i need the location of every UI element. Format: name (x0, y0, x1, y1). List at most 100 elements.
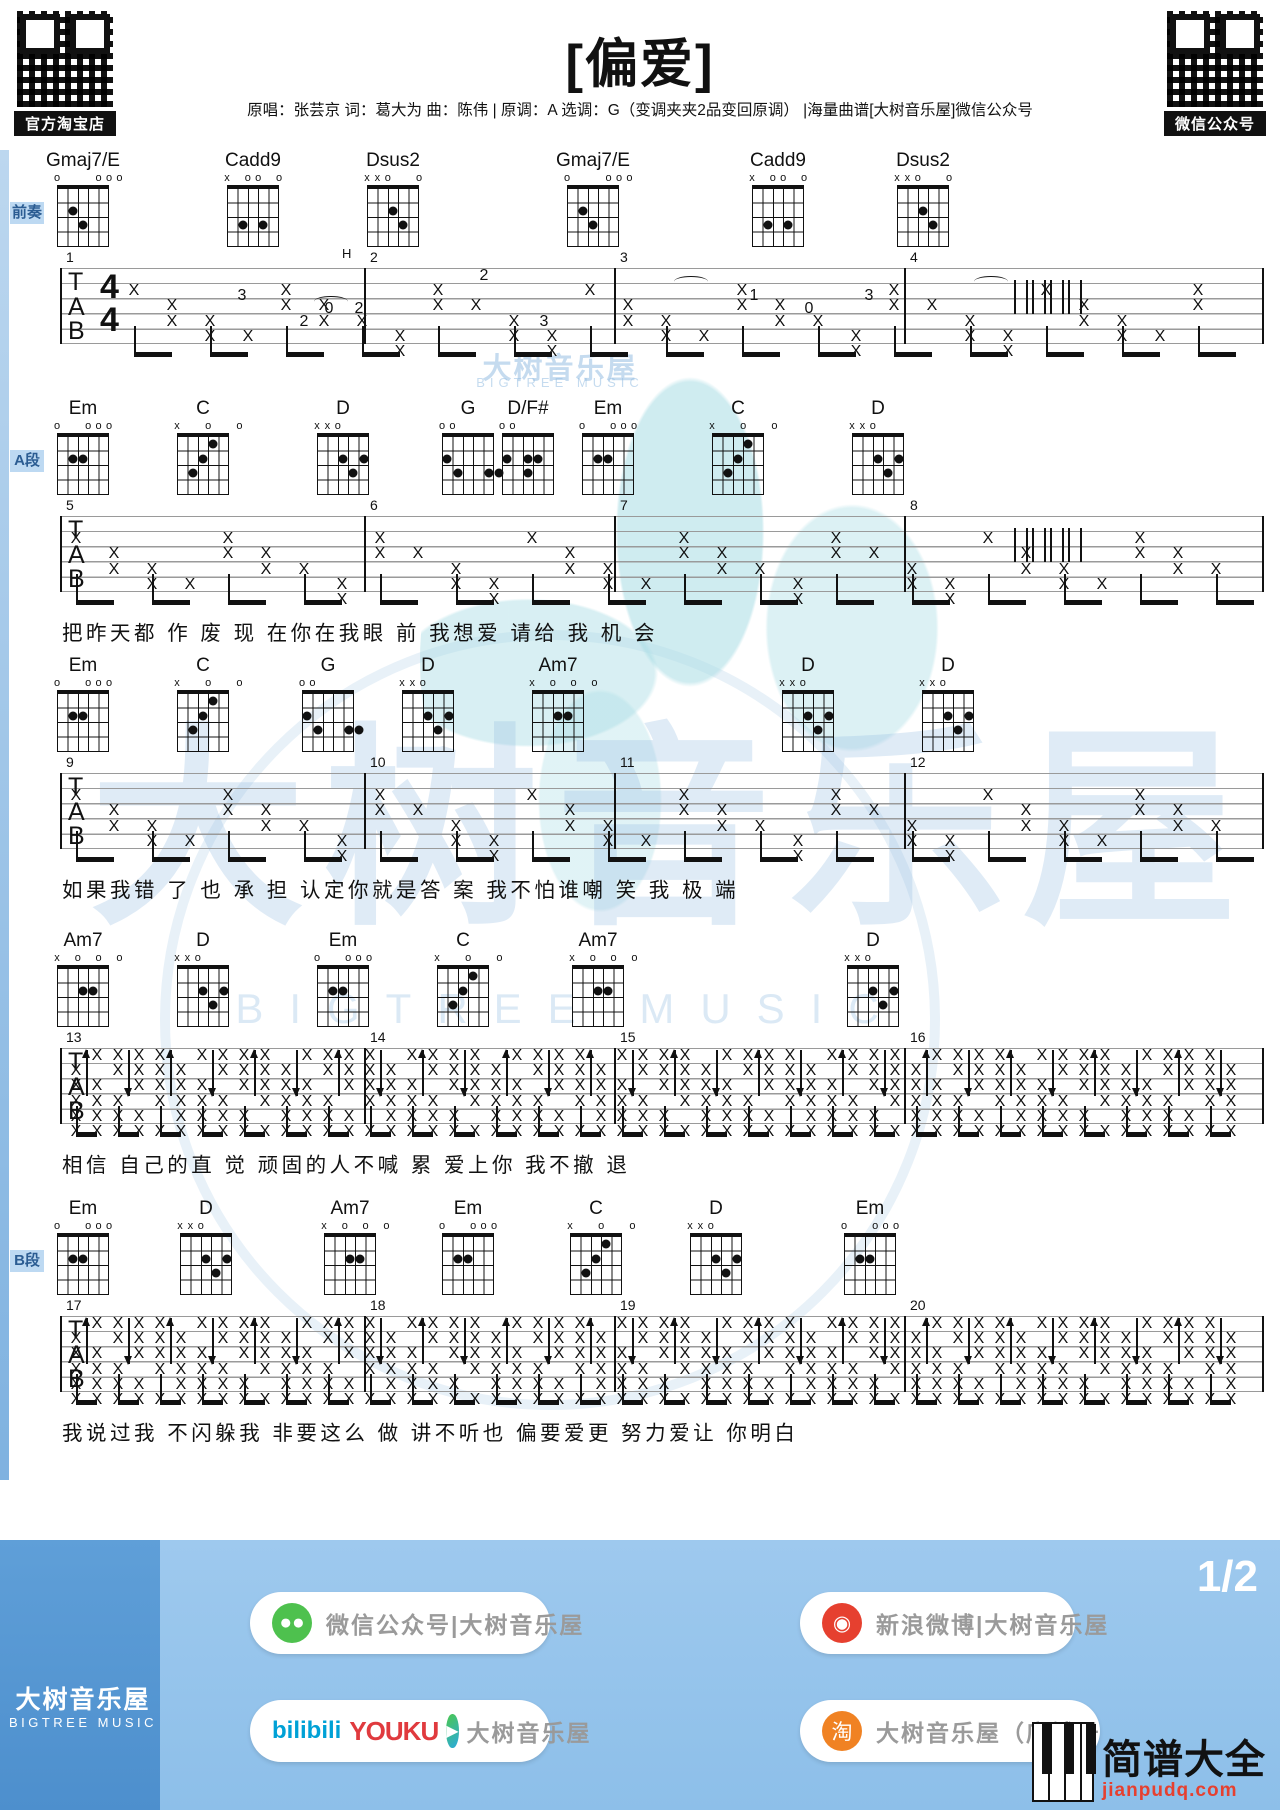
site-name-en: jianpudq.com (1102, 1780, 1238, 1801)
tab-mute-note: X (133, 1330, 145, 1348)
fretboard-grid (712, 433, 764, 495)
tab-mute-note: X (700, 1345, 712, 1363)
tab-mute-note: X (553, 1330, 565, 1348)
tab-mute-note: X (1162, 1330, 1174, 1348)
tab-mute-note: X (196, 1077, 208, 1095)
muted-string-icon: x (321, 1220, 327, 1232)
tab-mute-note: X (154, 1077, 166, 1095)
finger-dot (783, 220, 793, 230)
slur (674, 276, 708, 287)
badge-wechat[interactable]: ●● 微信公众号|大树音乐屋 (250, 1592, 582, 1654)
frets (847, 968, 899, 1027)
beam (832, 1132, 853, 1137)
tab-mute-note: X (784, 1360, 796, 1378)
tab-mute-note: X (973, 1345, 985, 1363)
tab-mute-note: X (784, 1047, 796, 1064)
tab-mute-note: X (298, 817, 310, 835)
tab-mute-note: X (175, 1107, 187, 1125)
note-stem (438, 326, 440, 356)
finger-dot (601, 1239, 611, 1249)
beam (496, 1400, 517, 1405)
tab-mute-note: X (910, 1092, 922, 1110)
note-stem (228, 574, 230, 604)
open-string-icon: o (465, 952, 472, 964)
badge-weibo[interactable]: ◉ 新浪微博|大树音乐屋 (800, 1592, 1107, 1654)
tab-mute-note: X (679, 1123, 691, 1140)
chord-name: Em (68, 398, 98, 419)
weibo-icon: ◉ (822, 1603, 862, 1643)
open-string-icon: o (864, 952, 871, 964)
slur (974, 276, 1008, 287)
finger-dot (453, 1254, 463, 1263)
chord-diagram: Dsus2 x x o o (355, 150, 431, 247)
finger-dot (953, 725, 963, 735)
tab-mute-note: X (260, 545, 272, 563)
tab-mute-note: X (973, 1315, 985, 1332)
chord-name: D (871, 398, 885, 419)
staff-end-barline (1261, 268, 1264, 344)
tab-mute-note: X (812, 312, 824, 330)
frets (582, 436, 634, 495)
beam (1000, 1400, 1021, 1405)
beam (286, 352, 324, 357)
tab-mute-note: X (260, 817, 272, 835)
note-stem (202, 1106, 204, 1136)
open-string-icon: o (53, 677, 61, 689)
tab-mute-note: X (553, 1047, 565, 1064)
finger-dot (198, 986, 208, 995)
tab-mute-note: X (108, 545, 120, 563)
tab-mute-note: X (511, 1123, 523, 1140)
nut (922, 690, 974, 694)
chord-name: Em (855, 1198, 885, 1219)
tab-mute-note: X (146, 560, 158, 578)
nut (57, 185, 109, 189)
tab-mute-note: X (584, 282, 596, 300)
hammer-on-marker: H (342, 246, 352, 261)
note-stem (1216, 574, 1218, 604)
open-string-icon: o (598, 1220, 605, 1232)
fretboard-grid (567, 185, 619, 247)
barline (364, 1048, 366, 1124)
note-stem (1064, 574, 1066, 604)
tab-mute-note: X (70, 1345, 82, 1363)
tab-mute-note: X (1134, 545, 1146, 563)
tab-mute-note: X (830, 545, 842, 563)
tab-mute-note: X (944, 575, 956, 593)
tab-mute-note: X (364, 1062, 376, 1080)
open-string-icon: o (95, 172, 102, 184)
measure-number: 16 (910, 1029, 926, 1045)
tab-mute-note: X (889, 1360, 901, 1378)
tab-mute-note: X (280, 1345, 292, 1363)
qr-code-wechat[interactable]: 微信公众号 (1164, 8, 1266, 136)
tab-mute-note: X (931, 1375, 943, 1393)
chord-diagram: Em o o o o (832, 1198, 908, 1295)
strum-down-icon (880, 1050, 888, 1097)
beam (1140, 600, 1178, 605)
tab-mute-note: X (1183, 1315, 1195, 1332)
tab-mute-note: X (1078, 312, 1090, 330)
strum-up-icon (1090, 1317, 1098, 1364)
tab-mute-note: X (133, 1123, 145, 1140)
chord-name: G (460, 398, 476, 419)
tab-mute-note: X (1192, 297, 1204, 315)
tab-mute-note: X (1204, 1092, 1216, 1110)
note-stem (1140, 831, 1142, 861)
tab-mute-note: X (1141, 1123, 1153, 1140)
finger-dot (721, 1268, 731, 1278)
tab-mute-note: X (1183, 1375, 1195, 1393)
beam (818, 352, 856, 357)
tab-mute-note: X (595, 1360, 607, 1378)
badge-video[interactable]: bilibili YOUKU ▶ 大树音乐屋 (250, 1700, 590, 1762)
section-badge: A段 (10, 450, 44, 472)
qr-code-taobao[interactable]: 官方淘宝店 (14, 8, 116, 136)
tab-mute-note: X (763, 1391, 775, 1408)
nut (782, 690, 834, 694)
tab-mute-note: X (490, 1077, 502, 1095)
tab-mute-note: X (1096, 832, 1108, 850)
tab-staff: TAB5678XXXXXXXXXXXXXXXXXXXXXXXXXXXXXXXXX… (14, 497, 1264, 608)
